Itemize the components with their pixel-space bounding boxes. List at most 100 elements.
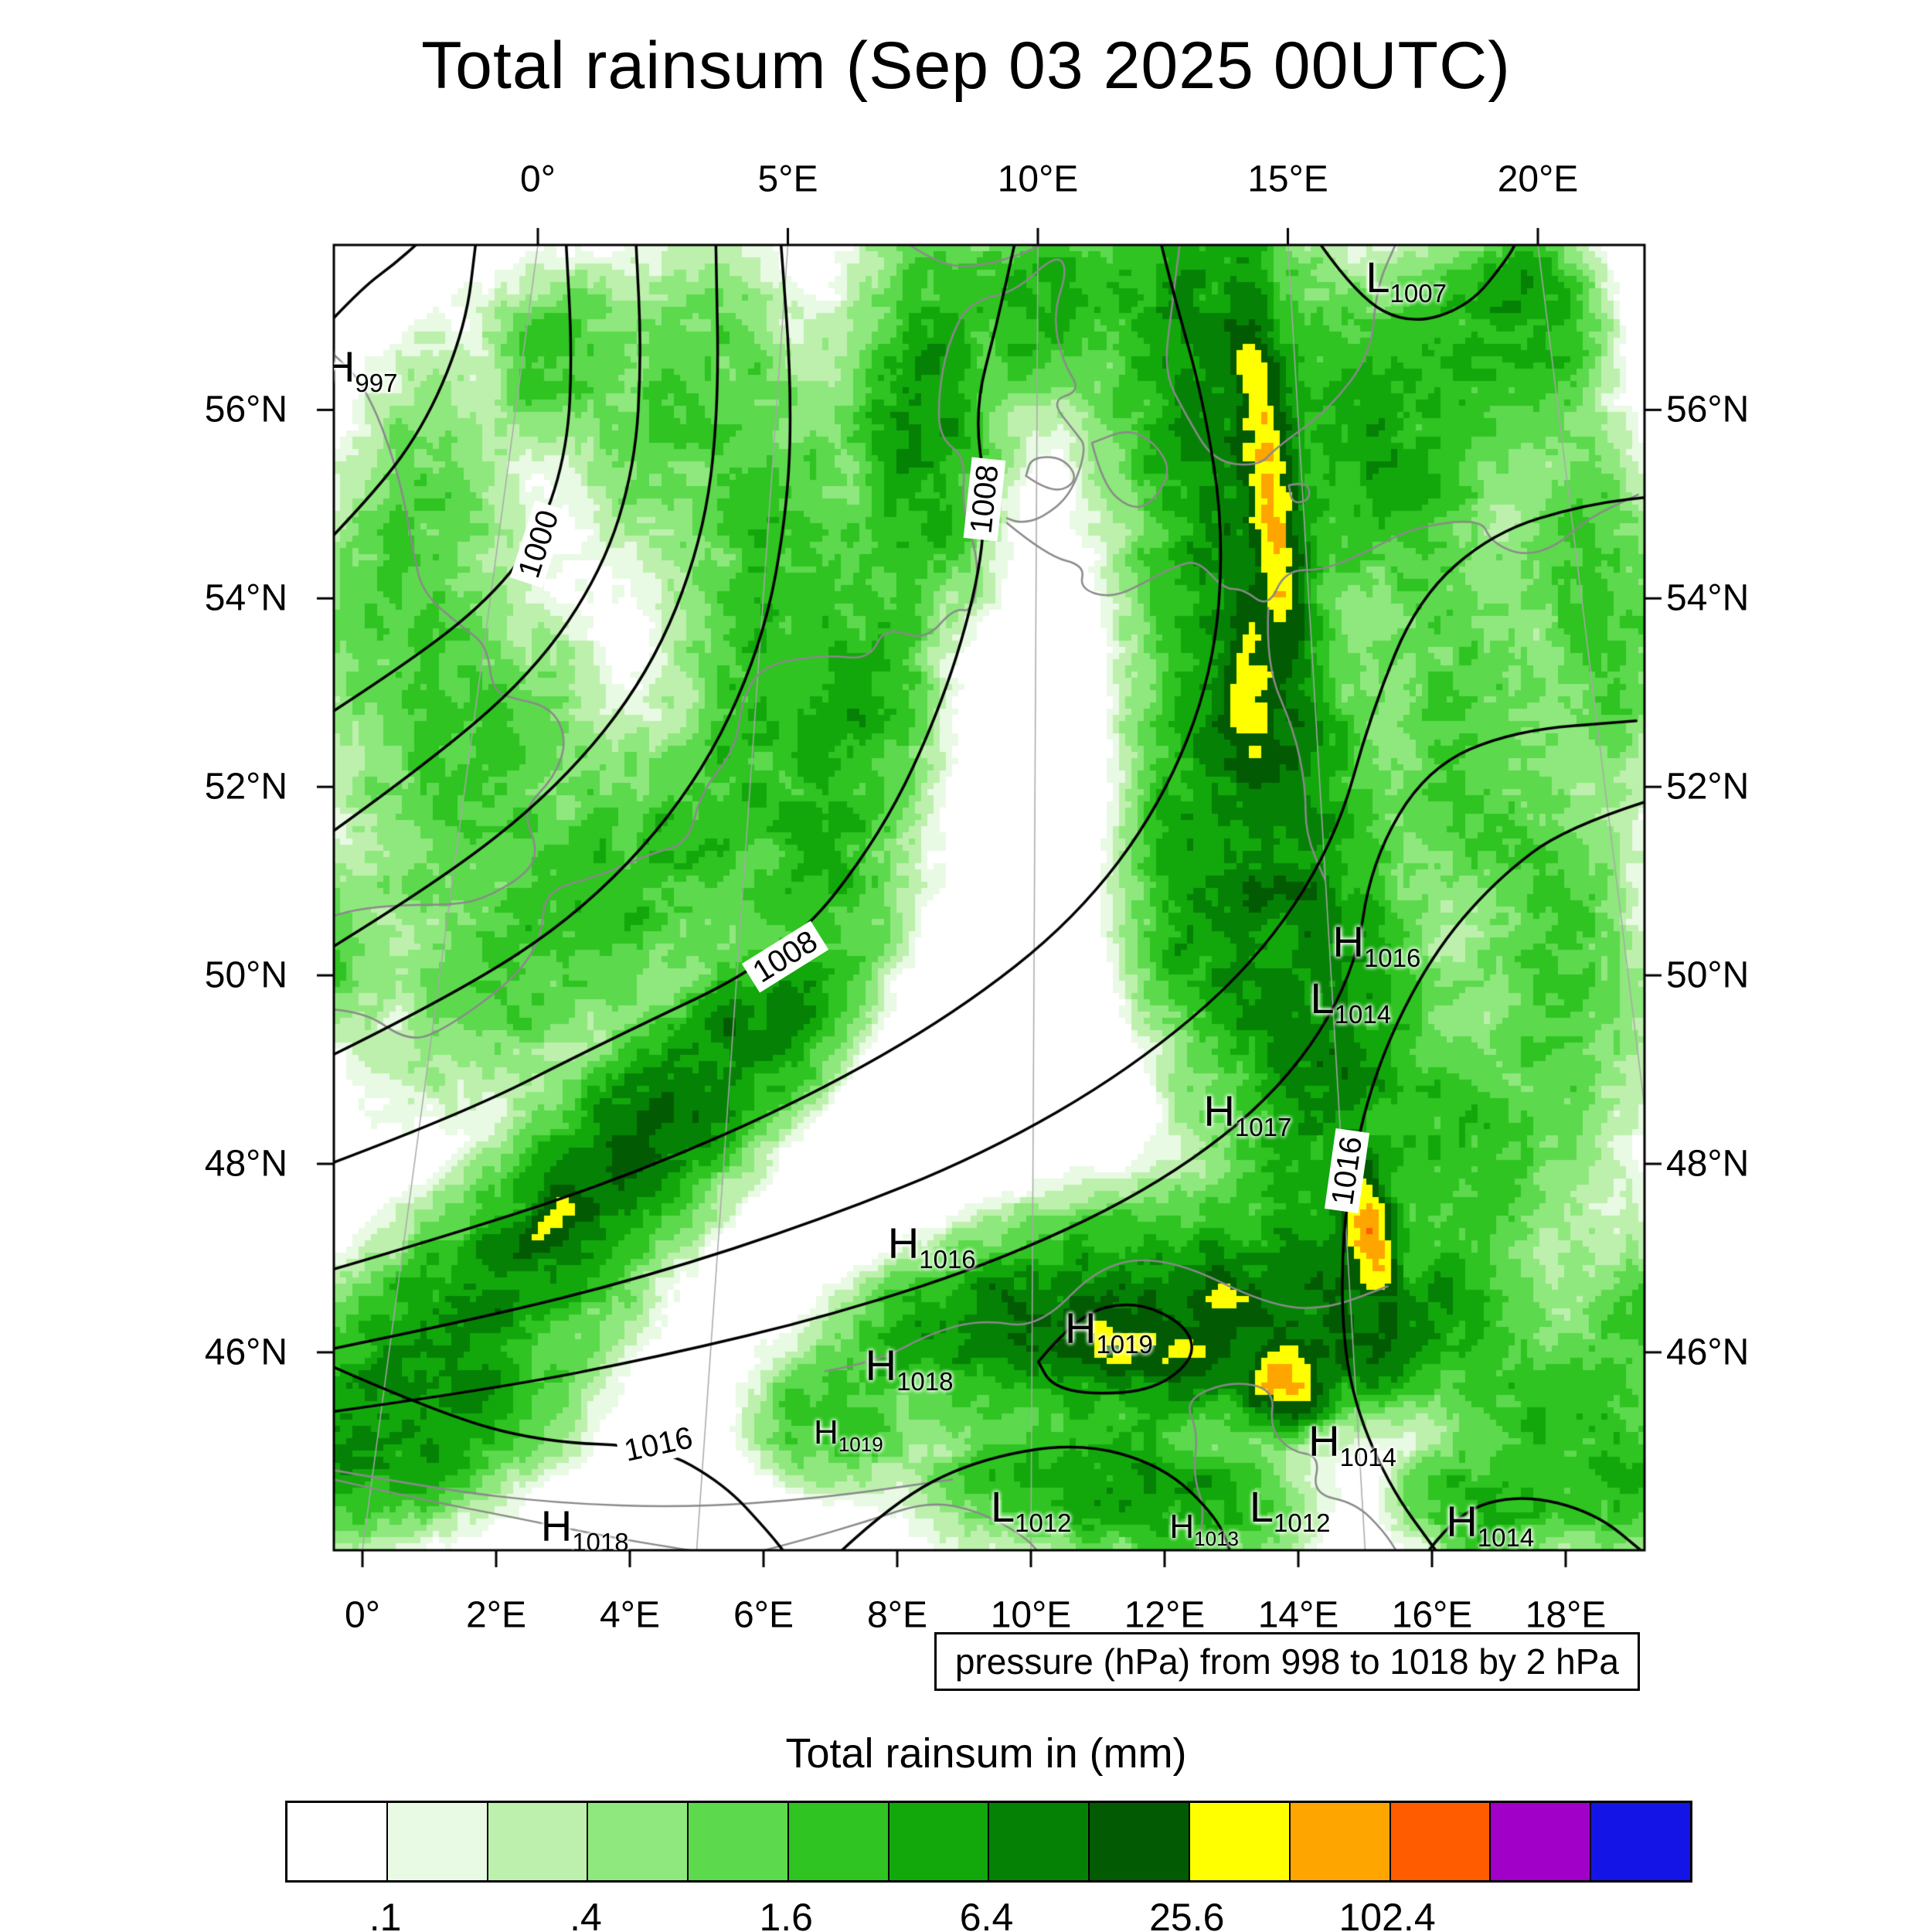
pressure-center-letter: H [865,1341,897,1390]
axis-tick-label-bottom-1: 2°E [466,1594,526,1636]
axis-tick-label-top-1: 5°E [757,158,818,200]
colorbar-cell-10 [1288,1803,1389,1880]
axis-tick-label-bottom-3: 6°E [733,1594,794,1636]
axis-tick-label-left-1: 54°N [204,577,287,619]
pressure-center-H-1019: H1019 [814,1413,883,1457]
map-overlay: H997 L1007 H1016 L1014 H1017 H1016 H1019 H1018 H… [334,245,1645,1550]
pressure-center-value: 1016 [919,1244,976,1274]
pressure-center-letter: L [990,1482,1015,1532]
pressure-center-L-1012: L1012 [1250,1481,1331,1538]
axis-tick-label-bottom-7: 14°E [1257,1594,1339,1636]
pressure-center-value: 1019 [1096,1329,1153,1359]
colorbar-tick-label-2: 1.6 [759,1896,813,1932]
axis-tick-label-bottom-2: 4°E [600,1594,660,1636]
colorbar-cell-4 [687,1803,787,1880]
colorbar-cell-6 [887,1803,988,1880]
pressure-center-value: 1016 [1363,943,1421,972]
colorbar-cell-2 [486,1803,587,1880]
axis-tick-label-bottom-9: 18°E [1525,1594,1607,1636]
legend-title: Total rainsum in (mm) [785,1730,1187,1777]
colorbar-cell-0 [287,1803,386,1880]
colorbar [285,1801,1692,1883]
pressure-center-letter: H [540,1501,573,1550]
pressure-center-L-1007: L1007 [1366,252,1447,308]
pressure-center-value: 1013 [1194,1526,1240,1550]
isobar-label-1008-2: 1008 [742,920,829,993]
pressure-center-letter: L [1249,1482,1274,1532]
pressure-center-H-997: H997 [334,341,397,397]
axis-tick-label-top-0: 0° [520,158,556,200]
axis-tick-label-right-4: 48°N [1666,1143,1750,1185]
isobar-label-1008-1: 1008 [963,457,1006,542]
pressure-center-letter: H [814,1413,838,1451]
pressure-center-letter: H [1065,1303,1097,1352]
pressure-center-value: 1007 [1389,278,1447,308]
axis-tick-label-right-3: 50°N [1666,954,1750,996]
pressure-center-H-1017: H1017 [1203,1086,1291,1142]
pressure-center-letter: L [1366,252,1390,301]
pressure-center-H-1014: H1014 [1308,1416,1396,1472]
pressure-center-H-1014: H1014 [1446,1495,1534,1550]
pressure-center-letter: H [1332,917,1364,966]
pressure-center-letter: L [1310,973,1335,1022]
axis-tick-label-right-5: 46°N [1666,1332,1750,1373]
pressure-center-value: 1014 [1334,999,1392,1029]
pressure-center-letter: H [1308,1416,1340,1465]
pressure-center-L-1014: L1014 [1311,973,1392,1029]
isobar-label-1016-4: 1016 [614,1419,702,1470]
pressure-center-value: 1017 [1234,1112,1292,1141]
axis-tick-label-right-0: 56°N [1666,389,1750,430]
isobar-label-1000-0: 1000 [509,499,568,588]
pressure-center-value: 1014 [1339,1442,1397,1471]
axis-tick-label-top-2: 10°E [997,158,1079,200]
axis-tick-label-left-5: 46°N [204,1332,287,1373]
pressure-center-value: 997 [355,368,398,397]
pressure-center-H-1016: H1016 [1332,916,1420,972]
pressure-center-value: 1019 [838,1432,883,1456]
colorbar-cell-3 [587,1803,688,1880]
pressure-caption: pressure (hPa) from 998 to 1018 by 2 hPa [934,1632,1640,1691]
axis-tick-label-bottom-4: 8°E [867,1594,927,1636]
pressure-center-value: 1012 [1015,1509,1072,1538]
pressure-center-value: 1012 [1274,1509,1331,1538]
axis-tick-label-right-1: 54°N [1666,577,1750,619]
pressure-center-letter: H [1446,1496,1478,1546]
isobar-label-1016-3: 1016 [1324,1128,1370,1213]
colorbar-cell-13 [1590,1803,1690,1880]
pressure-center-value: 1018 [896,1367,954,1396]
pressure-center-letter: H [887,1218,920,1267]
pressure-center-H-1018: H1018 [866,1340,954,1396]
axis-tick-label-bottom-0: 0° [345,1594,380,1636]
axis-tick-label-bottom-8: 16°E [1391,1594,1473,1636]
colorbar-cell-7 [988,1803,1089,1880]
colorbar-cell-5 [787,1803,888,1880]
pressure-center-value: 1014 [1477,1522,1535,1550]
pressure-center-value: 1018 [572,1527,629,1550]
axis-tick-label-left-2: 52°N [204,766,287,808]
axis-tick-label-top-4: 20°E [1497,158,1579,200]
pressure-center-L-1012: L1012 [991,1481,1072,1538]
colorbar-cell-11 [1389,1803,1490,1880]
pressure-center-H-1013: H1013 [1169,1508,1239,1550]
colorbar-tick-label-4: 25.6 [1149,1896,1225,1932]
colorbar-cell-12 [1489,1803,1590,1880]
pressure-center-letter: H [1169,1507,1195,1546]
colorbar-cell-1 [386,1803,487,1880]
pressure-center-H-1019: H1019 [1065,1302,1153,1359]
colorbar-tick-label-1: .4 [570,1896,602,1932]
colorbar-tick-label-0: .1 [369,1896,402,1932]
axis-tick-label-top-3: 15°E [1247,158,1328,200]
axis-tick-label-left-0: 56°N [204,389,287,430]
colorbar-tick-label-3: 6.4 [959,1896,1014,1932]
axis-tick-label-bottom-6: 12°E [1124,1594,1206,1636]
pressure-center-letter: H [334,342,355,391]
colorbar-cell-8 [1088,1803,1189,1880]
pressure-center-H-1018: H1018 [541,1500,629,1550]
pressure-center-H-1016: H1016 [888,1218,976,1274]
colorbar-tick-label-5: 102.4 [1338,1896,1436,1932]
pressure-center-letter: H [1203,1086,1235,1135]
axis-tick-label-bottom-5: 10°E [990,1594,1072,1636]
colorbar-cell-9 [1189,1803,1289,1880]
